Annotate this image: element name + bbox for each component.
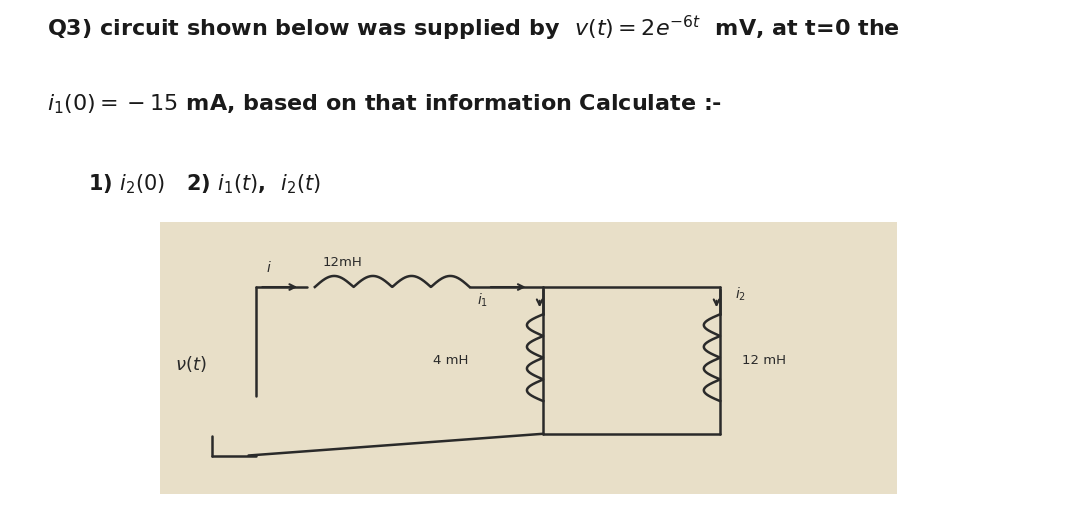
Bar (160, 222, 897, 493)
Text: 1) $i_2 (0)$   2) $i_1 (t)$,  $i_2 (t)$: 1) $i_2 (0)$ 2) $i_1 (t)$, $i_2 (t)$ (89, 172, 321, 196)
Text: 12mH: 12mH (322, 256, 362, 269)
Text: 12 mH: 12 mH (742, 354, 786, 367)
Text: i: i (267, 260, 271, 274)
Text: $i_1$: $i_1$ (477, 291, 488, 308)
Text: $i_1 (0) = -15$ mA, based on that information Calculate :-: $i_1 (0) = -15$ mA, based on that inform… (48, 92, 723, 115)
Text: Q3) circuit shown below was supplied by  $v(t) = 2e^{-6t}$  mV, at t=0 the: Q3) circuit shown below was supplied by … (48, 14, 901, 43)
Text: $i_2$: $i_2$ (735, 285, 746, 302)
Text: 4 mH: 4 mH (433, 354, 468, 367)
Text: $\nu(t)$: $\nu(t)$ (175, 353, 206, 373)
